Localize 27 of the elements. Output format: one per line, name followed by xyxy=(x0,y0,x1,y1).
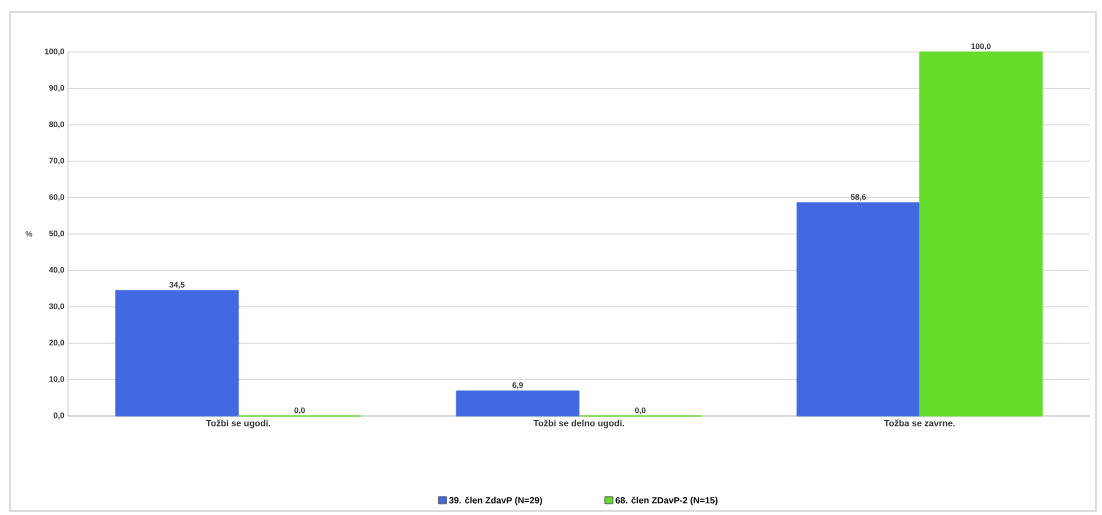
data-label: 0,0 xyxy=(635,407,646,415)
y-tick-label: 70,0 xyxy=(49,157,65,165)
x-tick-label: Tožba se zavrne. xyxy=(884,419,955,427)
y-tick-label: 100,0 xyxy=(44,48,65,56)
y-tick-label: 40,0 xyxy=(49,266,65,274)
y-tick-label: 90,0 xyxy=(49,84,65,92)
data-label: 100,0 xyxy=(971,43,991,51)
bar xyxy=(919,51,1043,417)
bar xyxy=(455,390,580,417)
y-tick-label: 20,0 xyxy=(49,339,65,347)
legend-label: 39. člen ZdavP (N=29) xyxy=(449,496,543,506)
data-label: 6,9 xyxy=(512,382,523,390)
y-tick-label: 50,0 xyxy=(49,230,65,238)
x-tick-label: Tožbi se ugodi. xyxy=(206,419,271,429)
y-tick-label: 10,0 xyxy=(49,376,65,384)
y-tick-label: 80,0 xyxy=(49,121,65,129)
data-label: 58,6 xyxy=(850,194,866,201)
bar xyxy=(115,290,239,417)
bar xyxy=(796,202,921,417)
y-tick-label: 60,0 xyxy=(49,194,65,202)
y-tick-label: 0,0 xyxy=(53,412,65,420)
x-tick-label: Tožbi se delno ugodi. xyxy=(533,419,625,429)
data-label: 34,5 xyxy=(169,281,185,289)
data-label: 0,0 xyxy=(294,407,305,415)
y-tick-label: 30,0 xyxy=(49,303,65,311)
legend-label: 68. člen ZDavP-2 (N=15) xyxy=(615,496,718,506)
y-axis-title: % xyxy=(25,231,33,237)
